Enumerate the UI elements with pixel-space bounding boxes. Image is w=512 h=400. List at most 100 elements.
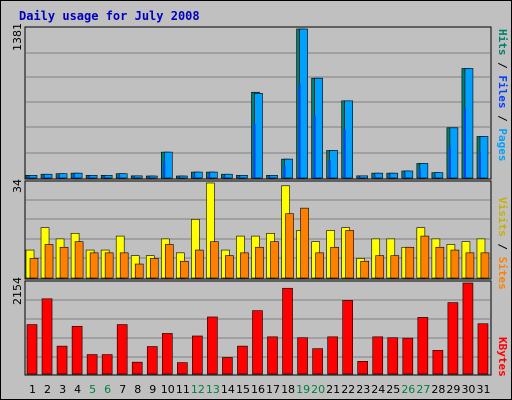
top-legend-part-3: /: [496, 108, 509, 129]
sites-bar-20: [315, 252, 324, 279]
sites-bar-2: [44, 244, 54, 279]
top-legend-part-2: Files: [496, 75, 509, 109]
top-series-legend: Hits / Files / Pages: [496, 29, 509, 162]
top-ymax-label: 1381: [11, 23, 24, 51]
kbytes-bar-24: [372, 336, 384, 375]
pages-bar-27: [419, 163, 429, 179]
middle-ymax-label: 34: [11, 179, 24, 193]
kbytes-bar-10: [161, 333, 173, 375]
kbytes-bar-13: [207, 316, 218, 375]
x-tick-label-25: 25: [386, 383, 401, 396]
kbytes-bar-30: [462, 282, 474, 375]
files-bar-2: [43, 175, 46, 178]
files-bar-22: [343, 129, 346, 178]
pages-bar-11: [179, 175, 188, 179]
sites-bar-25: [390, 255, 400, 279]
files-bar-23: [358, 176, 361, 178]
x-tick-label-28: 28: [431, 383, 446, 396]
pages-bar-18: [284, 158, 293, 179]
x-tick-label-17: 17: [266, 383, 281, 396]
x-tick-label-4: 4: [74, 383, 82, 396]
pages-bar-10: [163, 151, 173, 179]
sites-bar-24: [375, 255, 385, 279]
sites-bar-30: [465, 252, 475, 279]
kbytes-bar-26: [402, 337, 414, 375]
middle-legend-part-1: /: [496, 236, 509, 257]
pages-bar-14: [224, 173, 233, 179]
bottom-legend-part-0: KBytes: [496, 337, 509, 377]
sites-bar-14: [225, 255, 234, 279]
pages-bar-24: [374, 172, 384, 179]
files-bar-20: [313, 115, 316, 178]
kbytes-bar-21: [327, 336, 338, 375]
files-bar-1: [28, 176, 30, 178]
x-tick-label-7: 7: [119, 383, 127, 396]
x-tick-label-21: 21: [326, 383, 341, 396]
kbytes-bar-17: [267, 336, 278, 375]
files-bar-5: [88, 176, 91, 178]
x-tick-label-19: 19: [296, 383, 311, 396]
x-tick-label-8: 8: [134, 383, 142, 396]
kbytes-bar-9: [146, 346, 158, 375]
files-bar-4: [73, 174, 76, 178]
pages-bar-2: [43, 173, 53, 179]
kbytes-bar-5: [86, 354, 98, 375]
pages-bar-4: [73, 172, 83, 179]
sites-bar-28: [435, 246, 445, 279]
x-tick-label-11: 11: [175, 383, 190, 396]
x-tick-label-20: 20: [311, 383, 326, 396]
kbytes-bar-14: [222, 357, 233, 375]
sites-bar-16: [255, 246, 264, 279]
x-tick-label-27: 27: [416, 383, 431, 396]
pages-bar-29: [449, 127, 459, 179]
kbytes-bar-31: [477, 323, 489, 375]
sites-bar-3: [59, 246, 69, 279]
files-bar-21: [328, 160, 331, 178]
files-bar-11: [178, 176, 181, 178]
sites-bar-6: [104, 252, 114, 279]
x-tick-label-10: 10: [160, 383, 175, 396]
kbytes-bar-8: [131, 361, 143, 375]
pages-bar-17: [269, 175, 278, 179]
pages-bar-15: [239, 175, 248, 179]
pages-bar-20: [314, 77, 323, 179]
sites-bar-15: [240, 252, 249, 279]
sites-bar-22: [345, 230, 354, 279]
kbytes-bar-16: [252, 310, 263, 375]
files-bar-13: [208, 174, 211, 178]
x-tick-label-1: 1: [29, 383, 37, 396]
pages-bar-26: [404, 170, 414, 179]
files-bar-17: [268, 176, 271, 178]
kbytes-bar-12: [192, 335, 203, 375]
sites-bar-5: [89, 252, 99, 279]
files-bar-19: [298, 84, 301, 178]
files-bar-30: [463, 108, 466, 178]
pages-bar-6: [103, 175, 113, 179]
kbytes-bar-19: [297, 337, 308, 375]
pages-bar-16: [254, 93, 263, 179]
pages-bar-1: [28, 175, 38, 179]
chart-title: Daily usage for July 2008: [19, 9, 200, 23]
files-bar-14: [223, 175, 226, 178]
sites-bar-4: [74, 241, 84, 279]
pages-bar-9: [148, 175, 158, 179]
pages-bar-5: [88, 175, 98, 179]
x-tick-label-29: 29: [446, 383, 461, 396]
sites-bar-8: [134, 263, 144, 279]
pages-bar-30: [464, 68, 474, 179]
middle-legend-part-0: Visits: [496, 197, 509, 237]
files-bar-10: [163, 161, 166, 178]
files-bar-27: [418, 168, 421, 178]
sites-bar-9: [149, 258, 159, 279]
x-tick-label-13: 13: [205, 383, 220, 396]
x-tick-label-23: 23: [356, 383, 371, 396]
kbytes-bar-3: [56, 345, 68, 375]
pages-bar-12: [194, 171, 203, 179]
pages-bar-31: [479, 136, 489, 179]
x-tick-label-12: 12: [190, 383, 205, 396]
x-tick-label-9: 9: [149, 383, 157, 396]
files-bar-12: [193, 174, 196, 178]
sites-bar-17: [270, 241, 279, 279]
x-tick-label-26: 26: [401, 383, 416, 396]
